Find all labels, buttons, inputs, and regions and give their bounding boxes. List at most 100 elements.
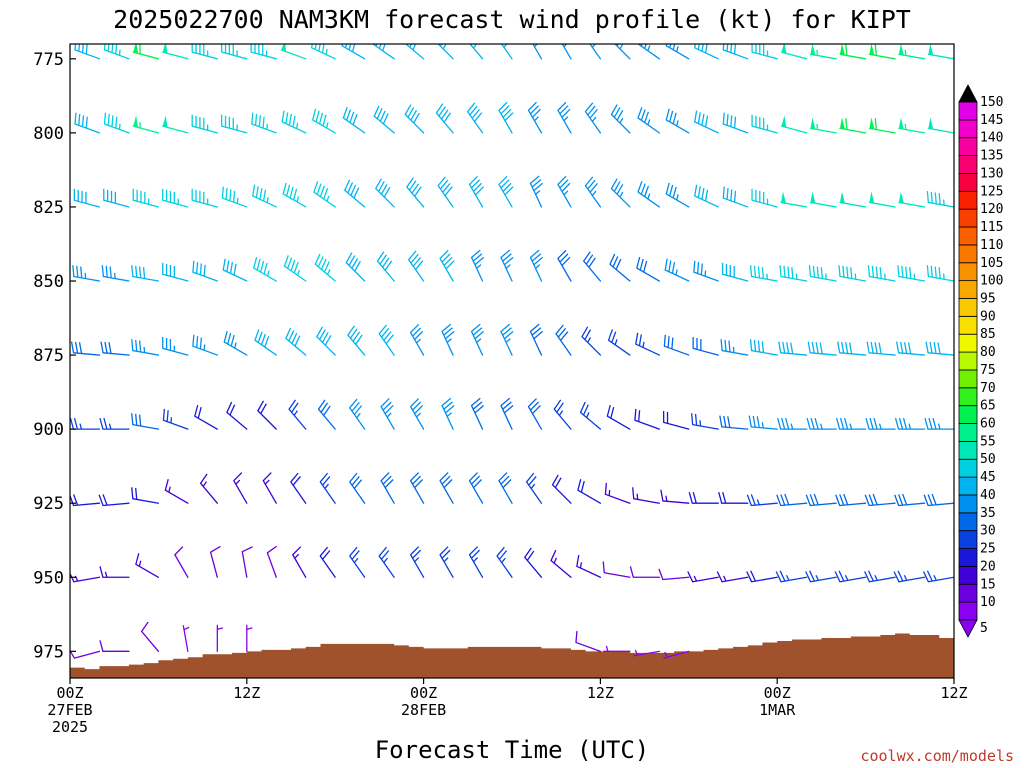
wind-barb bbox=[282, 182, 307, 208]
wind-barb bbox=[191, 44, 218, 60]
wind-barb bbox=[408, 250, 425, 282]
wind-barb bbox=[468, 472, 484, 504]
wind-barb bbox=[132, 115, 160, 134]
wind-barb bbox=[527, 398, 543, 430]
y-tick-label: 800 bbox=[33, 124, 64, 144]
wind-barb bbox=[776, 493, 808, 507]
colorbar-swatch bbox=[958, 566, 978, 585]
wind-barb bbox=[378, 324, 395, 356]
wind-barb bbox=[468, 546, 484, 578]
wind-barb bbox=[867, 265, 896, 282]
wind-barb bbox=[805, 493, 837, 507]
wind-barb bbox=[380, 398, 395, 430]
y-tick-label: 900 bbox=[33, 420, 64, 440]
colorbar-label: 100 bbox=[980, 274, 1003, 289]
y-tick-label: 825 bbox=[33, 198, 64, 218]
wind-barb bbox=[285, 327, 307, 356]
wind-barb bbox=[524, 547, 543, 578]
wind-barb bbox=[780, 115, 808, 134]
wind-barb bbox=[925, 341, 954, 356]
wind-barb bbox=[897, 265, 926, 282]
wind-barb bbox=[194, 404, 218, 430]
wind-barb bbox=[100, 341, 130, 356]
colorbar-label: 60 bbox=[980, 417, 996, 432]
wind-barb bbox=[589, 44, 602, 60]
wind-barb bbox=[584, 176, 602, 208]
wind-barb bbox=[633, 649, 660, 657]
colorbar: 5 10 15 20 25 30 35 40 45 50 55 60 65 70 75 80 85 90 95 100… bbox=[958, 84, 1003, 638]
wind-barb bbox=[634, 408, 660, 430]
wind-barb bbox=[610, 178, 631, 208]
wind-barb bbox=[254, 329, 277, 356]
wind-barb bbox=[373, 105, 395, 134]
wind-barb bbox=[435, 103, 454, 134]
wind-barb bbox=[500, 397, 514, 430]
wind-barb bbox=[345, 252, 366, 282]
wind-barb bbox=[404, 104, 425, 134]
colorbar-swatch bbox=[958, 101, 978, 121]
colorbar-swatch bbox=[958, 119, 978, 139]
wind-barb bbox=[893, 570, 926, 583]
wind-barb bbox=[868, 117, 896, 134]
colorbar-label: 45 bbox=[980, 470, 996, 485]
wind-barb bbox=[577, 479, 602, 504]
colorbar-label: 90 bbox=[980, 309, 996, 324]
wind-barb bbox=[312, 108, 336, 134]
colorbar-label: 5 bbox=[980, 621, 988, 636]
wind-barb bbox=[288, 399, 307, 430]
colorbar-swatch bbox=[958, 530, 978, 549]
wind-barb bbox=[719, 415, 749, 430]
wind-barb bbox=[469, 44, 484, 60]
wind-barb bbox=[266, 545, 278, 578]
wind-barb bbox=[131, 265, 160, 282]
wind-barb bbox=[70, 494, 101, 507]
wind-barb bbox=[868, 44, 896, 60]
wind-barb bbox=[314, 253, 336, 282]
wind-barb bbox=[898, 117, 926, 134]
colorbar-label: 40 bbox=[980, 488, 996, 503]
wind-barb bbox=[898, 191, 926, 208]
colorbar-swatch bbox=[958, 298, 978, 317]
colorbar-swatch bbox=[958, 351, 978, 371]
colorbar-swatch bbox=[958, 601, 978, 621]
wind-barb bbox=[103, 112, 130, 134]
wind-barb bbox=[614, 44, 631, 60]
terrain-area bbox=[70, 633, 954, 678]
colorbar-label: 85 bbox=[980, 327, 996, 342]
wind-barb bbox=[780, 191, 808, 208]
wind-barb bbox=[131, 339, 160, 356]
colorbar-label: 95 bbox=[980, 291, 996, 306]
wind-barb bbox=[561, 44, 572, 60]
wind-barb bbox=[216, 624, 224, 652]
wind-barb bbox=[607, 329, 631, 356]
wind-barb bbox=[344, 179, 366, 208]
wind-barb bbox=[257, 400, 277, 430]
wind-barb bbox=[496, 546, 513, 578]
wind-barb bbox=[806, 417, 837, 430]
wind-barb bbox=[406, 177, 425, 208]
wind-barb bbox=[720, 339, 749, 356]
wind-barb bbox=[99, 566, 130, 578]
wind-barb bbox=[409, 472, 425, 504]
colorbar-swatch bbox=[958, 369, 978, 389]
colorbar-label: 115 bbox=[980, 220, 1003, 235]
wind-barb bbox=[349, 546, 366, 578]
wind-barb bbox=[610, 104, 631, 134]
colorbar-label: 10 bbox=[980, 595, 996, 610]
wind-barb bbox=[629, 566, 660, 578]
wind-barb bbox=[409, 398, 425, 430]
wind-barb bbox=[251, 112, 277, 134]
wind-barb bbox=[262, 472, 277, 504]
wind-barb bbox=[694, 184, 719, 208]
colorbar-label: 15 bbox=[980, 577, 996, 592]
colorbar-label: 145 bbox=[980, 113, 1003, 128]
wind-barb bbox=[658, 568, 690, 581]
colorbar-swatch bbox=[958, 137, 978, 156]
wind-barb bbox=[317, 399, 336, 430]
wind-barb bbox=[775, 570, 808, 583]
wind-barb bbox=[70, 417, 101, 430]
wind-barb bbox=[280, 44, 307, 60]
plot-frame bbox=[69, 43, 955, 679]
x-tick-label: 00Z bbox=[410, 684, 437, 702]
wind-barb bbox=[99, 417, 130, 430]
